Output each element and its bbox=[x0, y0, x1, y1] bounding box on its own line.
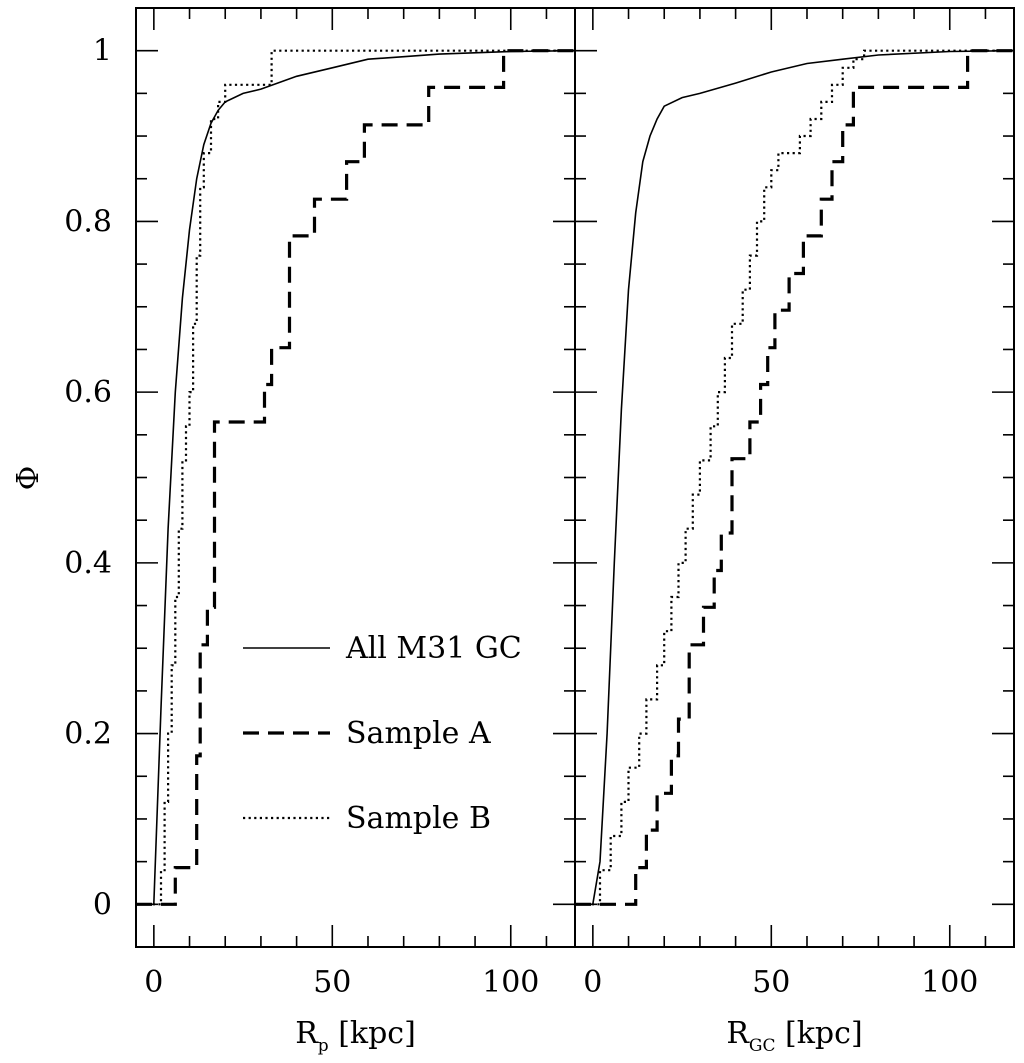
x-axis-label: Rp [kpc] bbox=[295, 1016, 416, 1056]
series-line-dotted bbox=[136, 49, 575, 906]
x-tick-label: 0 bbox=[144, 965, 163, 1000]
x-tick-label: 100 bbox=[921, 965, 978, 1000]
legend: All M31 GC Sample A Sample B bbox=[243, 631, 522, 836]
y-tick-label: 0.6 bbox=[64, 375, 112, 410]
y-tick-label: 0.2 bbox=[64, 717, 112, 752]
x-tick-label: 0 bbox=[583, 965, 602, 1000]
right-panel: 0 50 100 RGC [kpc] bbox=[574, 7, 1015, 1056]
x-axis-label: RGC [kpc] bbox=[726, 1016, 862, 1056]
x-tick-label: 50 bbox=[313, 965, 351, 1000]
legend-label: Sample B bbox=[346, 801, 491, 836]
y-tick-label: 0.4 bbox=[64, 546, 112, 581]
series-line-dashed bbox=[575, 49, 1014, 906]
series-line-solid bbox=[592, 49, 1014, 905]
series-line-dashed bbox=[136, 49, 575, 906]
series-line-dotted bbox=[575, 49, 1014, 906]
y-tick-label: 0.8 bbox=[64, 204, 112, 239]
x-tick-label: 50 bbox=[752, 965, 790, 1000]
legend-label: All M31 GC bbox=[345, 631, 522, 666]
y-axis-label: Φ bbox=[11, 466, 46, 491]
panel-right-frame bbox=[574, 7, 1015, 948]
y-tick-label: 1 bbox=[93, 34, 112, 69]
legend-label: Sample A bbox=[346, 716, 491, 751]
x-tick-label: 100 bbox=[482, 965, 539, 1000]
series-line-solid bbox=[153, 49, 575, 905]
left-panel: 0 50 100 Rp [kpc] bbox=[135, 7, 576, 1056]
y-tick-label: 0 bbox=[93, 887, 112, 922]
y-axis-tick-labels: 0 0.2 0.4 0.6 0.8 1 bbox=[64, 34, 112, 923]
